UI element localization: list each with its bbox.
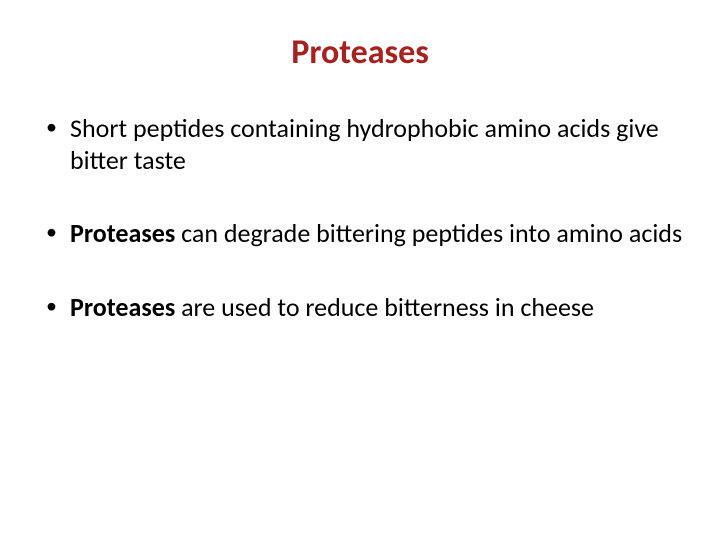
slide-title: Proteases [36, 32, 684, 73]
bullet-bold-prefix: Proteases [70, 291, 175, 323]
bullet-text: are used to reduce bitterness in cheese [175, 291, 594, 323]
bullet-text: can degrade bittering peptides into amin… [175, 217, 682, 249]
list-item: Proteases can degrade bittering peptides… [36, 218, 684, 250]
bullet-list: Short peptides containing hydrophobic am… [36, 113, 684, 324]
list-item: Proteases are used to reduce bitterness … [36, 292, 684, 324]
slide: Proteases Short peptides containing hydr… [0, 0, 720, 540]
bullet-text: Short peptides containing hydrophobic am… [70, 112, 659, 176]
bullet-bold-prefix: Proteases [70, 217, 175, 249]
list-item: Short peptides containing hydrophobic am… [36, 113, 684, 176]
